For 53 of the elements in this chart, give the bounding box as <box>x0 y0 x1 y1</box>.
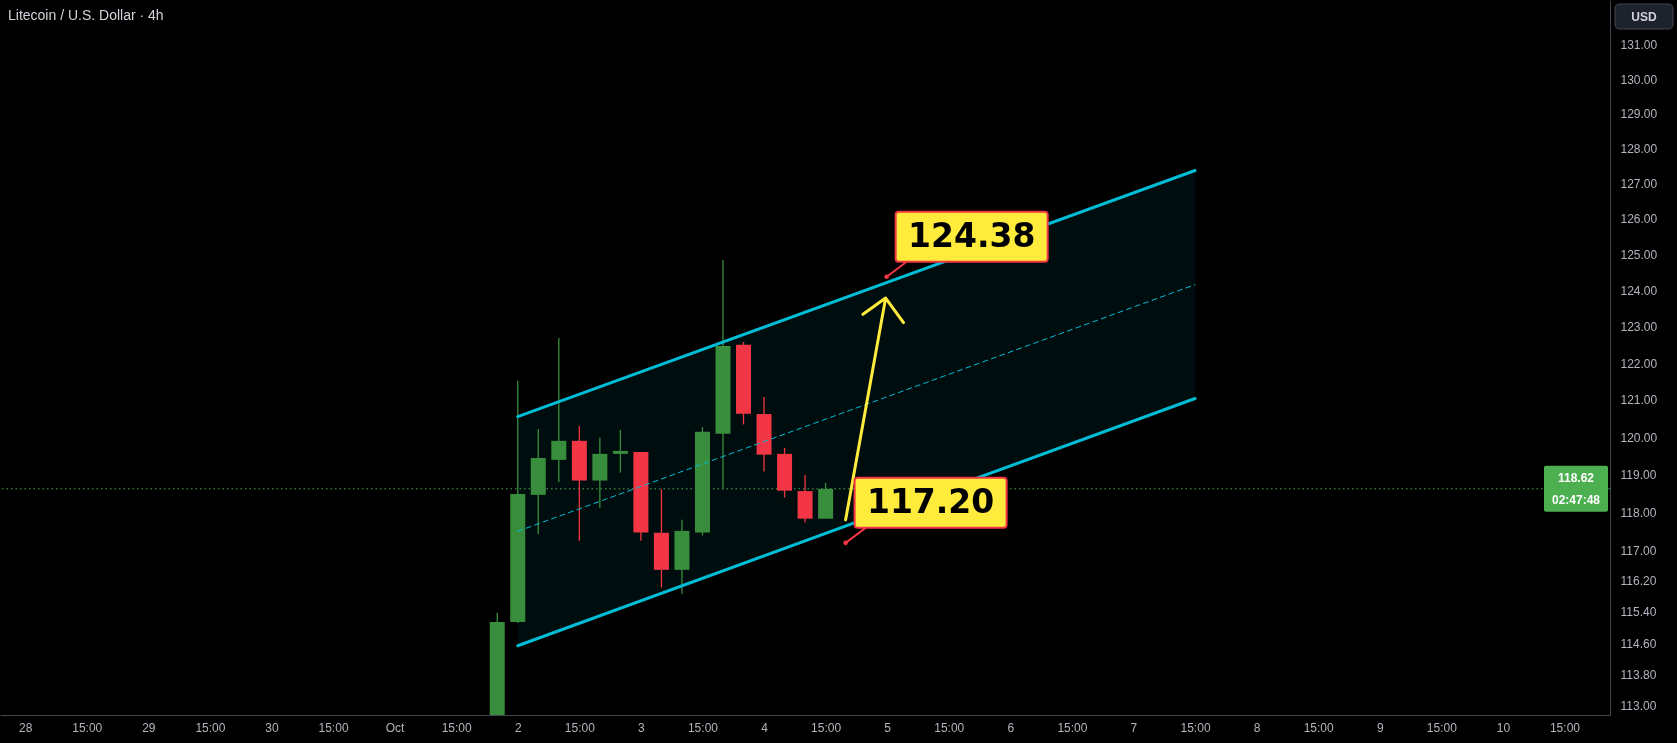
x-tick-label: 8 <box>1253 720 1261 735</box>
x-tick-label: 15:00 <box>1426 720 1458 735</box>
annotation: 124.38 <box>908 215 1036 255</box>
candlestick <box>551 337 567 483</box>
y-tick-label: 121.00 <box>1620 393 1658 408</box>
ref-line-label: 118.62 02:47:48 <box>1551 470 1601 507</box>
x-tick-label: 15:00 <box>1303 720 1335 735</box>
x-tick-label: 2 <box>514 720 522 735</box>
x-tick-label: 15:00 <box>1549 720 1581 735</box>
x-tick-label: 15:00 <box>934 720 965 735</box>
y-tick-label: 123.00 <box>1620 320 1658 335</box>
y-tick-label: 113.80 <box>1620 667 1657 682</box>
x-tick-label: 15:00 <box>564 720 596 735</box>
x-tick-label: 15:00 <box>687 720 719 735</box>
y-tick-label: 125.00 <box>1620 248 1658 263</box>
x-tick-label: 10 <box>1496 720 1511 735</box>
y-tick-label: 114.60 <box>1620 636 1657 651</box>
y-tick-label: 126.00 <box>1620 212 1658 227</box>
x-tick-label: 15:00 <box>441 720 473 735</box>
x-tick-label: 15:00 <box>318 720 349 735</box>
x-tick-label: Oct <box>385 720 406 735</box>
x-tick-label: 15:00 <box>1180 720 1211 735</box>
x-tick-label: 7 <box>1130 720 1138 735</box>
x-tick-label: 15:00 <box>811 720 842 735</box>
x-tick-label: 15:00 <box>195 720 226 735</box>
x-tick-label: 3 <box>638 720 646 735</box>
y-tick-label: 118.00 <box>1620 505 1657 520</box>
y-tick-label: 127.00 <box>1620 177 1658 192</box>
x-tick-label: 4 <box>761 720 769 735</box>
y-tick-label: 129.00 <box>1620 107 1658 122</box>
y-tick-label: 115.40 <box>1620 605 1657 620</box>
y-tick-label: 131.00 <box>1620 38 1658 53</box>
y-tick-label: 119.00 <box>1620 468 1657 483</box>
y-tick-label: 117.00 <box>1620 543 1657 558</box>
x-tick-label: 9 <box>1376 720 1384 735</box>
x-tick-label: 6 <box>1007 720 1015 735</box>
y-tick-label: 124.00 <box>1620 283 1658 298</box>
x-tick-label: 29 <box>142 720 156 735</box>
y-tick-label: 116.20 <box>1620 574 1657 589</box>
y-tick-label: 130.00 <box>1620 72 1658 87</box>
text: Litecoin / U.S. Dollar · 4h <box>8 7 164 23</box>
x-tick-label: 28 <box>19 720 33 735</box>
y-axis-title: USD <box>1631 9 1657 24</box>
y-tick-label: 113.00 <box>1620 699 1657 714</box>
annotation: 117.20 <box>866 481 995 521</box>
y-tick-label: 122.00 <box>1620 356 1658 371</box>
x-tick-label: 5 <box>884 720 892 735</box>
candlestick <box>612 429 628 474</box>
x-tick-label: 15:00 <box>72 720 103 735</box>
x-tick-label: 15:00 <box>1057 720 1088 735</box>
x-tick-label: 30 <box>265 720 279 735</box>
y-tick-label: 120.00 <box>1620 430 1658 445</box>
y-tick-label: 128.00 <box>1620 141 1658 156</box>
